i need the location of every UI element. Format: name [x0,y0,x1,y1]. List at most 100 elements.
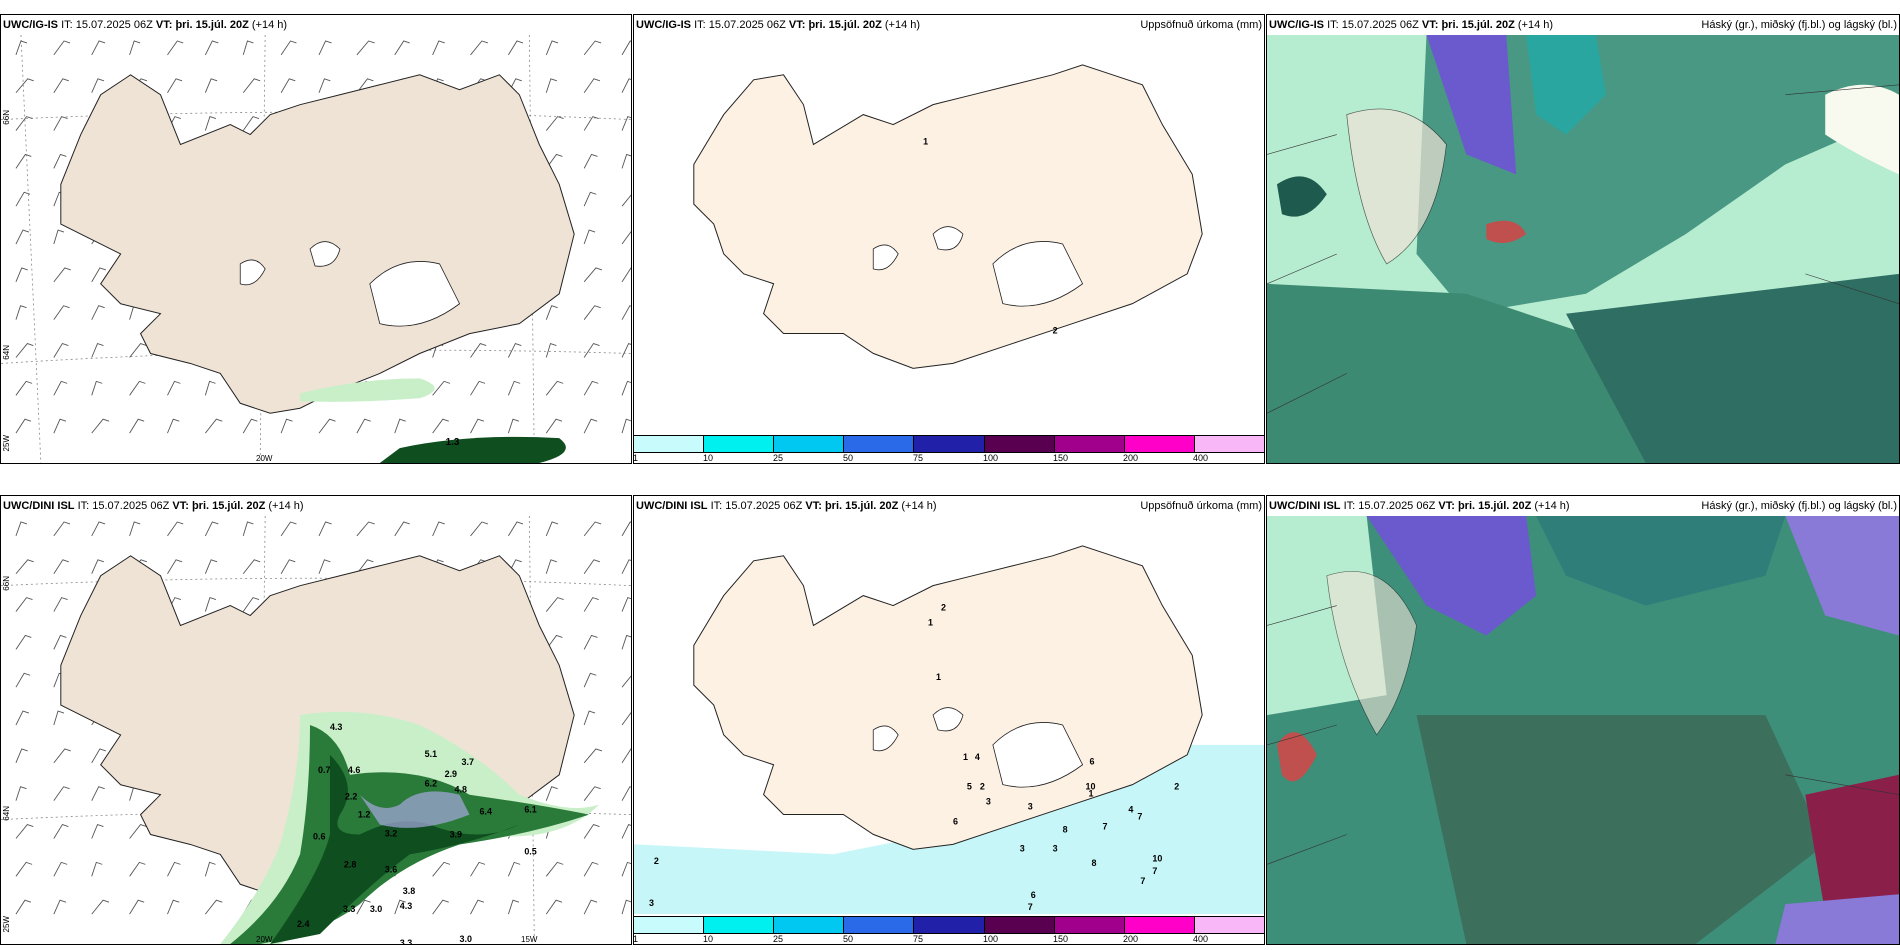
colorbar-tick: 400 [1192,934,1209,944]
wind-barb [53,899,67,915]
wind-barb [583,418,598,434]
wind-barb [204,418,223,434]
colorbar-bin [774,436,845,452]
wind-barb [204,116,217,131]
map-clouds-ig-is[interactable] [1267,35,1899,463]
wind-barb [507,418,520,434]
colorbar-bin [914,436,985,452]
wind-barb [583,153,598,169]
precip-value: 2 [1174,782,1179,792]
wind-barb [545,634,563,650]
colorbar-bin [704,917,775,933]
precip-value: 3 [1053,843,1058,853]
precip-value: 6.1 [524,805,536,815]
precip-value: 3.0 [460,934,472,944]
wind-barb [15,418,32,434]
wind-barb [280,78,296,93]
wind-barb [15,748,28,764]
wind-barb [583,116,599,131]
panel-wind-dini-isl: UWC/DINI ISL IT: 15.07.2025 06Z VT: þri.… [0,495,632,945]
wind-barb [53,786,70,801]
precip-value: 10 [1152,853,1162,863]
wind-barb [15,786,27,801]
precip-value: 6 [1031,890,1036,900]
wind-barb [15,191,31,207]
wind-barb [545,342,557,358]
vt-label: VT: [788,19,806,31]
colorbar-bin [1194,917,1264,933]
vt-value: þri. 15.júl. 20Z [191,500,266,512]
wind-barb [621,78,631,93]
wind-barb [53,861,68,877]
wind-barb [621,861,631,877]
it-value: 15.07.2025 06Z [708,19,786,31]
wind-barb [167,899,180,915]
precip-colorbar: 1 10 25 50 75 100 150 200 400 [634,435,1264,463]
wind-barb [167,861,181,877]
precip-value: 6 [1090,757,1095,767]
precip-value: 3 [986,797,991,807]
map-clouds-dini-isl[interactable] [1267,516,1899,944]
wind-barb [91,418,110,434]
vt-label: VT: [1421,19,1439,31]
map-wind-dini-isl[interactable]: 4.3 0.7 4.6 5.1 2.9 3.7 2.2 6.2 4.8 1.2 6.4 6.1 0.6 3… [1,516,631,944]
model-name: UWC/IG-IS [636,19,691,31]
precip-value: 5.1 [425,749,437,759]
vt-label: VT: [1438,500,1455,512]
wind-barb [318,40,332,56]
wind-barb [204,559,218,574]
precip-value: 0.5 [524,846,536,856]
wind-barb [15,380,33,396]
wind-barb [204,597,217,612]
wind-barb [280,40,297,56]
wind-barb [204,78,218,93]
wind-barb [129,824,147,839]
wind-barb [508,521,524,537]
wind-barb [432,40,445,56]
colorbar-bin [634,436,705,452]
wind-barb [583,40,602,56]
lead-time: (+14 h) [1517,19,1554,31]
wind-barb [545,861,564,877]
wind-barb [53,559,69,574]
wind-barb [545,78,557,93]
wind-barb [583,343,600,358]
colorbar-bin [844,917,915,933]
wind-barb [545,786,558,801]
wind-barb [356,521,375,537]
precip-value: 2.4 [297,919,309,929]
wind-barb [621,675,631,688]
lat-label-66n: 66N [2,576,11,591]
wind-barb [507,343,522,358]
precip-value: 4.8 [455,785,467,795]
it-value: 15.07.2025 06Z [75,19,153,31]
map-wind-ig-is[interactable]: 1.3 66N 64N 25W 20W [1,35,631,463]
wind-barb [432,521,445,537]
wind-barb [91,559,105,574]
panel-title: Háský (gr.), miðský (fj.bl.) og lágský (… [1701,500,1897,512]
wind-barb [15,305,27,320]
wind-barb [15,78,34,94]
wind-barb [129,40,141,56]
wind-barb [15,153,32,169]
wind-barb [167,418,180,434]
wind-barb [53,78,69,93]
wind-barb [91,380,103,396]
wind-barb [167,78,183,93]
wind-barb [204,521,219,537]
map-precip-ig-is[interactable]: 1 2 [634,35,1264,433]
wind-barb [621,418,631,434]
precip-value: 6.4 [479,807,491,817]
wind-barb [53,40,71,56]
wind-barb [545,418,563,434]
wind-barb [545,380,564,396]
precip-value: 8 [1092,858,1097,868]
colorbar-bin [1054,436,1125,452]
precip-value: 6 [953,816,958,826]
wind-barb [356,78,374,94]
wind-barb [432,380,451,396]
panel-header: UWC/DINI ISL IT: 15.07.2025 06Z VT: þri.… [636,498,1262,514]
map-precip-dini-isl[interactable]: 2 1 1 1 4 5 3 6 10 2 4 2 1 3 6 8 7 7 3 3 10 8 7 7 6 7 2 3 [634,516,1264,914]
colorbar-bin [914,917,985,933]
wind-barb [583,78,601,93]
